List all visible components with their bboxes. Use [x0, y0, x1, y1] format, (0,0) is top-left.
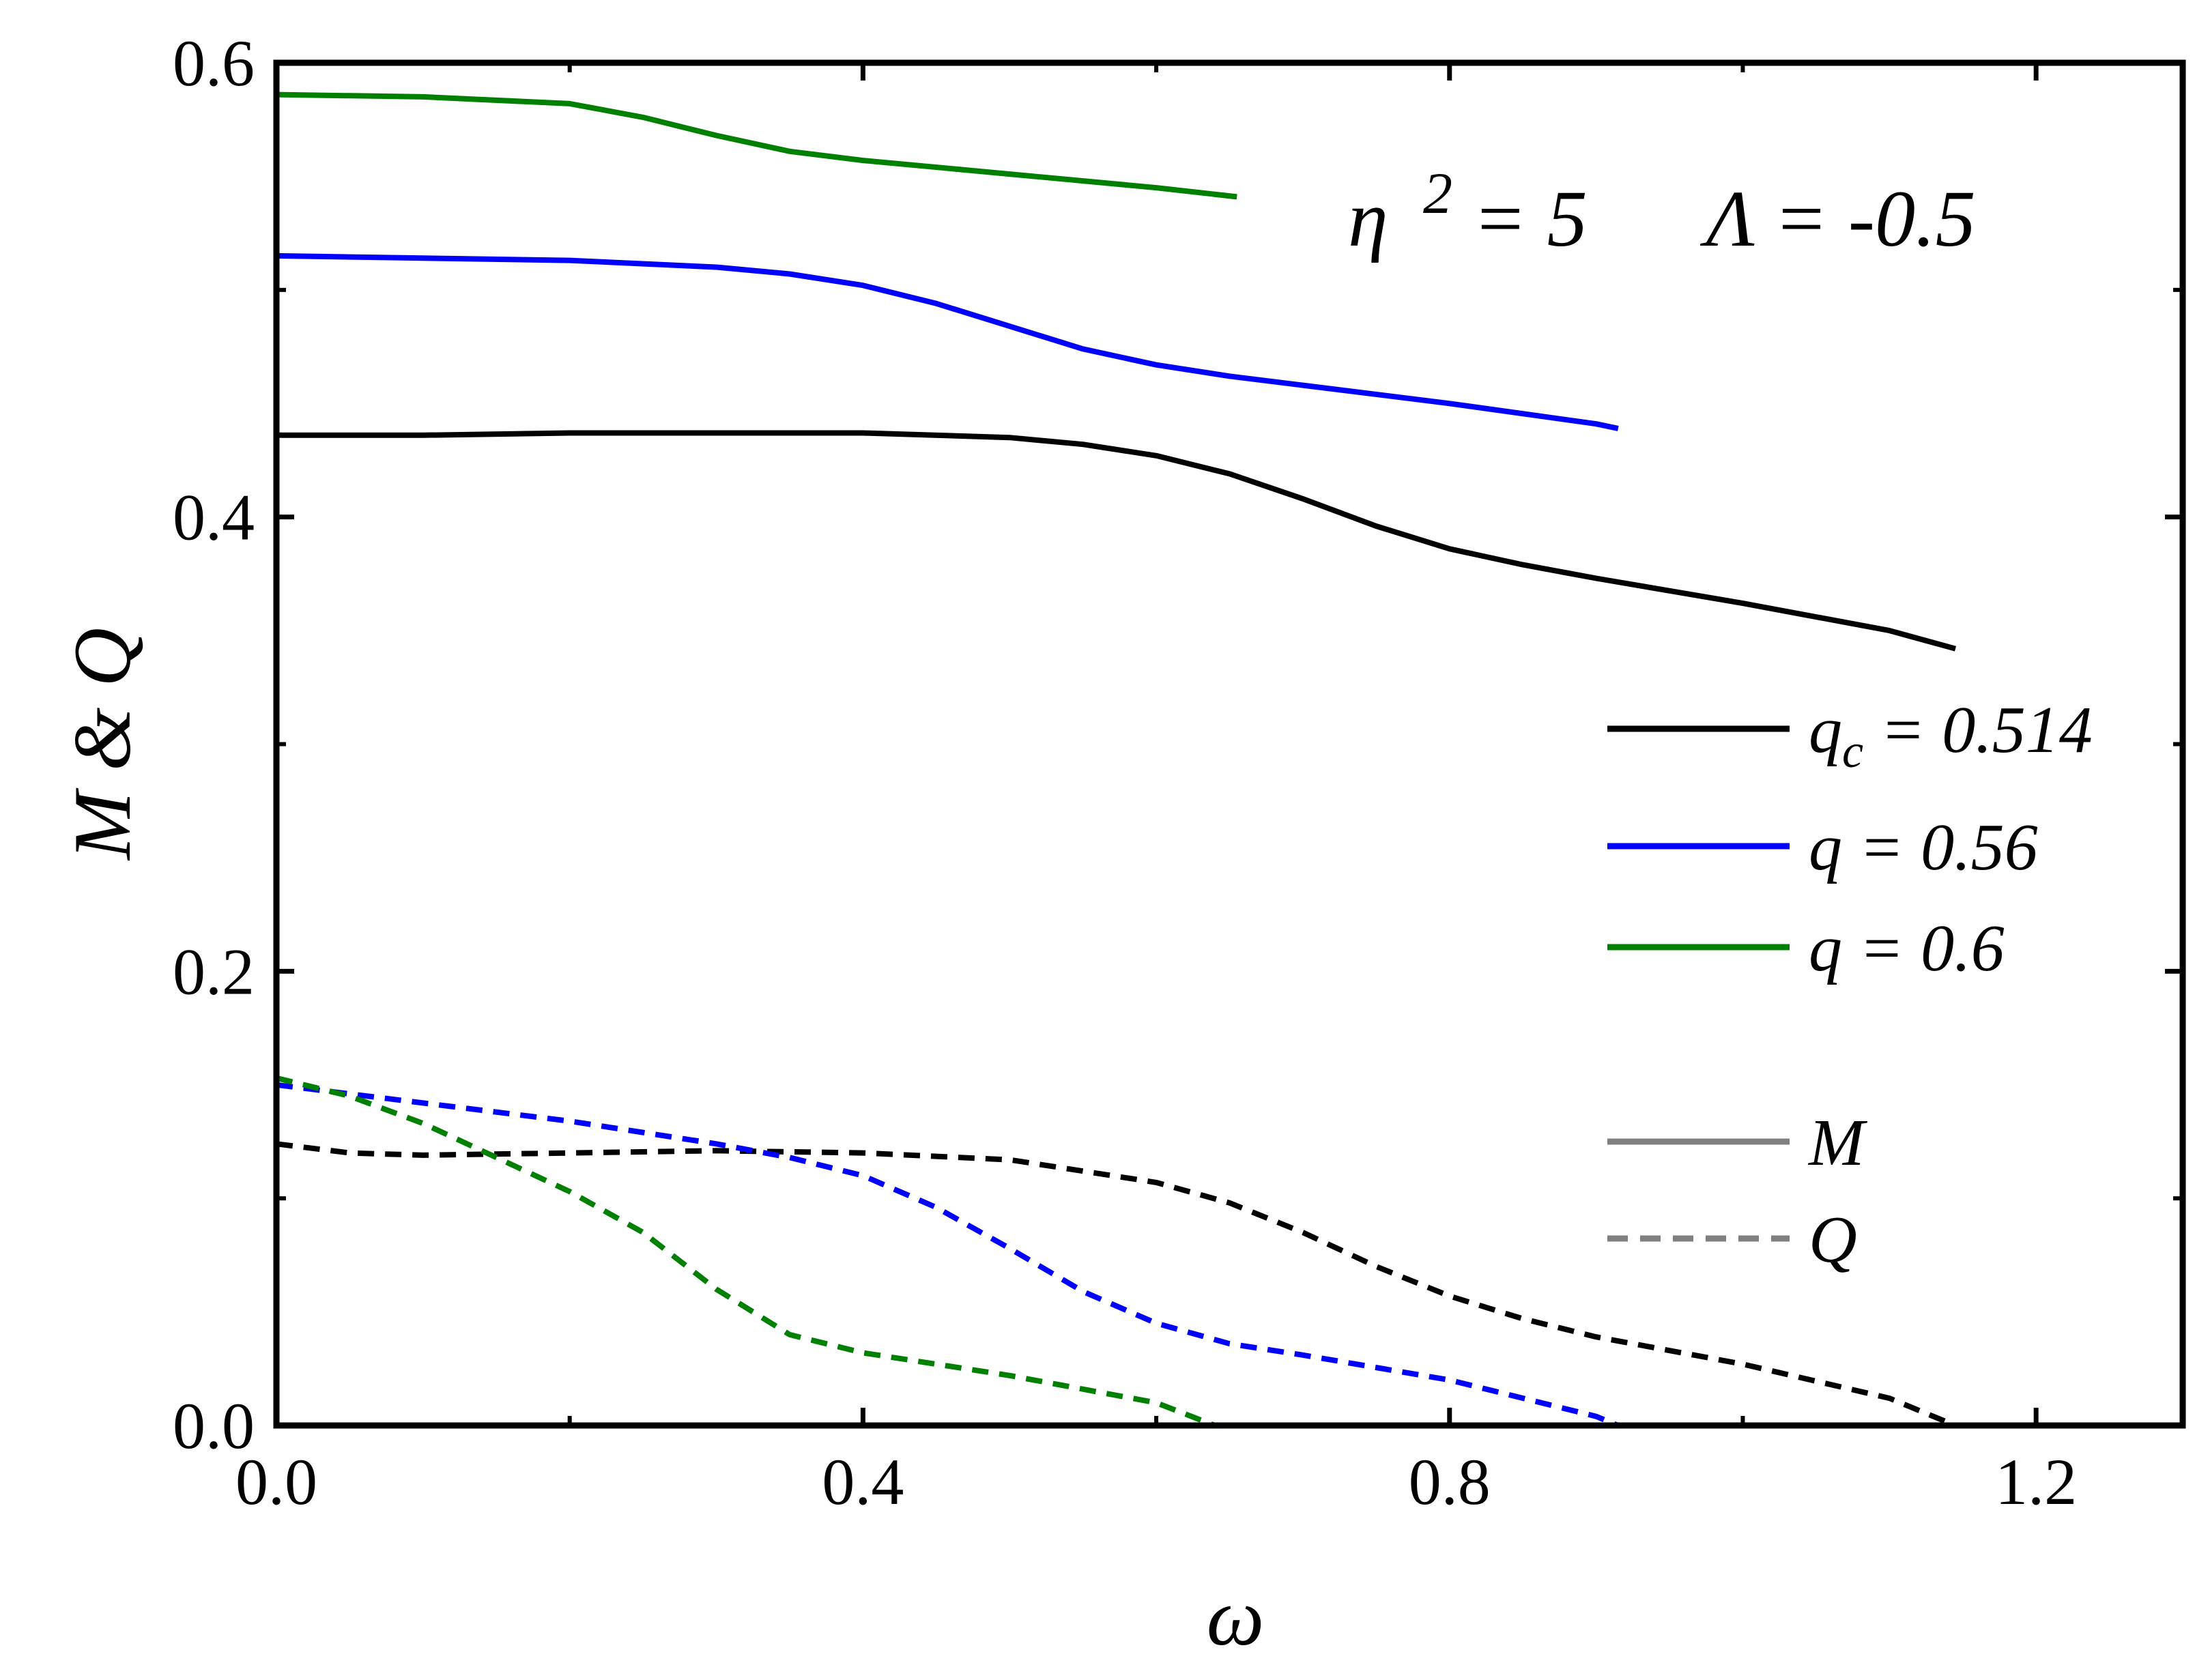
series-line-2-M	[276, 91, 1237, 200]
legend: qc = 0.514 q = 0.56 q = 0.6 MQ	[1607, 693, 2093, 1277]
x-tick-label: 1.2	[1995, 1445, 2077, 1518]
legend-label-2: q = 0.6	[1809, 912, 2005, 985]
series-line-0-M	[276, 430, 1957, 652]
x-tick-label: 0.0	[235, 1445, 317, 1518]
annotation-eta-exponent: 2	[1423, 160, 1452, 226]
x-tick-label: 0.4	[822, 1445, 904, 1518]
y-tick-label: 0.4	[173, 481, 255, 554]
legend-label-4: Q	[1809, 1203, 1857, 1277]
series-line-1-M	[276, 252, 1619, 431]
y-tick-label: 0.0	[173, 1389, 255, 1462]
series-line-3-Q	[276, 1141, 1957, 1428]
annotation-eta-value: = 5	[1473, 174, 1588, 263]
annotation: η 2 = 5 Λ = -0.5	[1348, 141, 1976, 263]
legend-label-1: q = 0.56	[1809, 811, 2038, 884]
series-layer	[276, 91, 1957, 1428]
annotation-lambda: Λ = -0.5	[1699, 174, 1976, 263]
x-axis-title: ω	[1207, 1572, 1265, 1662]
x-tick-label: 0.8	[1409, 1445, 1491, 1518]
series-line-4-Q	[276, 1082, 1620, 1428]
y-axis-title: M & Q	[57, 628, 147, 861]
legend-label-3: M	[1807, 1106, 1868, 1180]
y-tick-label: 0.6	[173, 27, 255, 100]
annotation-eta: η	[1348, 174, 1388, 263]
series-line-5-Q	[276, 1075, 1216, 1428]
ticks-layer: 0.0 0.4 0.8 1.2 0.0 0.2 0.4 0.6	[173, 27, 2183, 1518]
y-tick-label: 0.2	[173, 935, 255, 1008]
svg-text:η 2 = 5: η 2 = 5	[1348, 141, 1588, 263]
legend-label-0: qc = 0.514	[1809, 693, 2093, 778]
